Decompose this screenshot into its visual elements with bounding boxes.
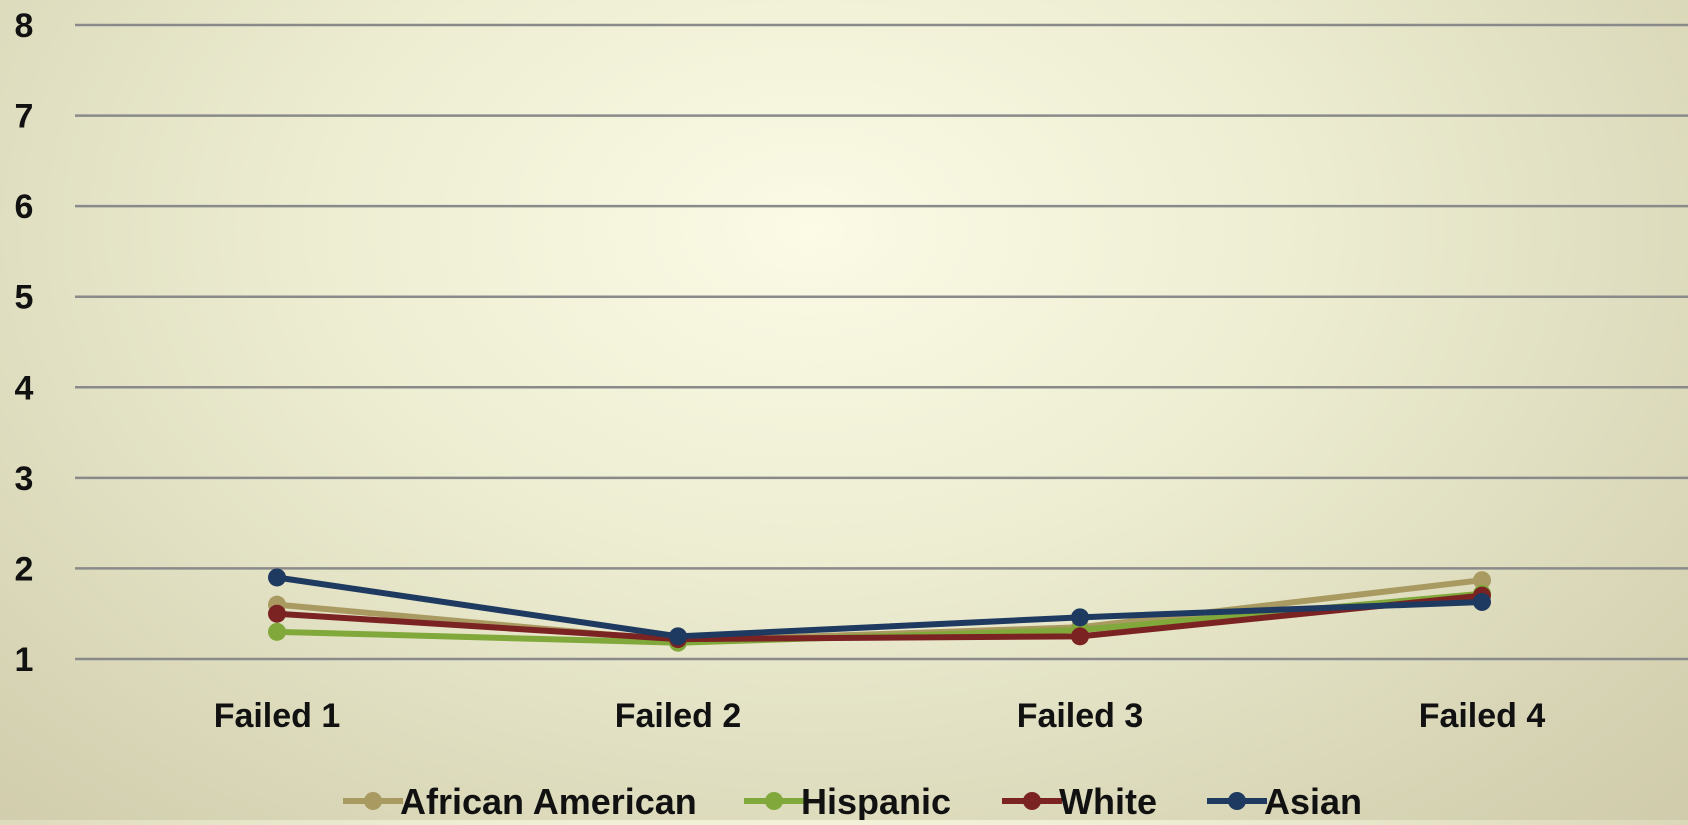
data-point — [1071, 627, 1089, 646]
y-tick-label: 4 — [15, 369, 34, 407]
y-tick-label: 7 — [15, 98, 34, 136]
legend-label: Asian — [1264, 781, 1362, 820]
y-tick-label: 2 — [15, 550, 34, 588]
y-tick-label: 8 — [15, 7, 34, 45]
y-axis-ticks: 1 2 3 4 5 6 7 8 — [15, 7, 34, 679]
legend-entry-hispanic: Hispanic — [744, 781, 951, 822]
y-tick-label: 3 — [15, 460, 34, 498]
y-tick-label: 1 — [15, 641, 34, 679]
legend-swatch-marker — [364, 792, 382, 810]
x-tick-label: Failed 4 — [1419, 697, 1546, 735]
legend-entry-asian: Asian — [1207, 781, 1362, 822]
series-line — [274, 592, 1485, 643]
data-point — [1473, 571, 1491, 590]
data-point — [669, 627, 687, 646]
data-point — [268, 604, 286, 623]
legend-label: Hispanic — [801, 781, 951, 820]
data-point — [1473, 592, 1491, 611]
series-line — [274, 574, 1485, 640]
legend-swatch-marker — [765, 792, 783, 810]
series-lines — [268, 568, 1491, 652]
legend-entry-african-american: African American — [343, 781, 697, 822]
legend-entry-white: White — [1002, 781, 1157, 822]
data-point — [268, 568, 286, 587]
x-tick-label: Failed 3 — [1017, 697, 1144, 735]
legend: African American Hispanic White Asian — [343, 781, 1362, 822]
data-point — [1071, 608, 1089, 627]
x-tick-label: Failed 2 — [615, 697, 742, 735]
gridlines — [75, 23, 1688, 661]
y-tick-label: 6 — [15, 188, 34, 226]
legend-swatch-marker — [1228, 792, 1246, 810]
x-axis-ticks: Failed 1 Failed 2 Failed 3 Failed 4 — [214, 697, 1546, 735]
data-point — [268, 622, 286, 641]
legend-swatch-marker — [1023, 792, 1041, 810]
legend-label: African American — [400, 781, 697, 820]
x-tick-label: Failed 1 — [214, 697, 341, 735]
series-asian — [268, 568, 1491, 646]
y-tick-label: 5 — [15, 279, 34, 317]
legend-label: White — [1059, 781, 1157, 820]
